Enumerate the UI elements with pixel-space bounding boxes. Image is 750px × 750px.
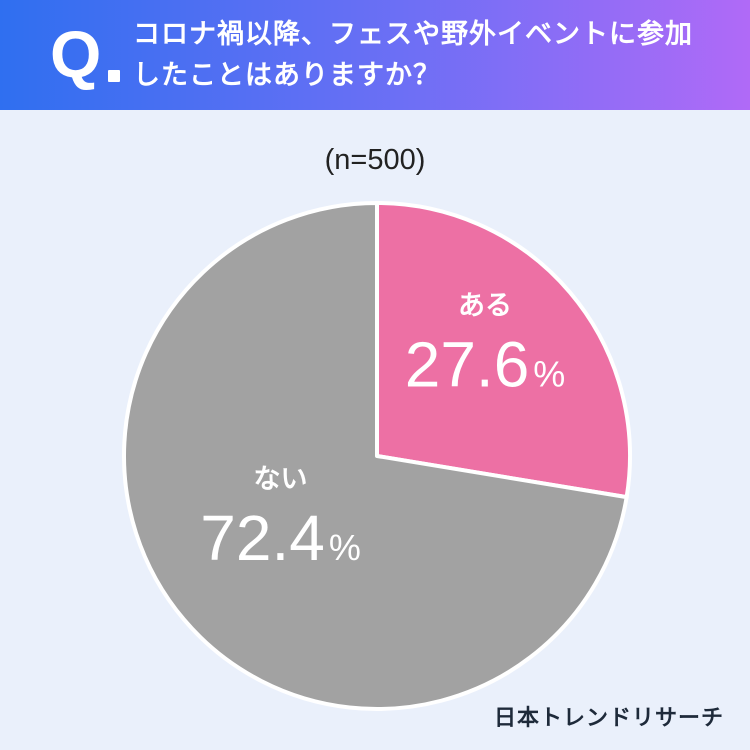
- q-mark: Q: [50, 17, 102, 91]
- pie-slice-no: [122, 201, 629, 711]
- question-header: Q コロナ禍以降、フェスや野外イベントに参加 したことはありますか？: [0, 0, 750, 110]
- slice-value-yes: 27.6%: [405, 328, 566, 400]
- question-text: コロナ禍以降、フェスや野外イベントに参加 したことはありますか？: [133, 14, 733, 96]
- slice-label-yes: ある: [458, 290, 512, 321]
- pie-slice-yes: [375, 201, 632, 500]
- slice-value-number-no: 72.4: [200, 502, 325, 574]
- question-line-1: コロナ禍以降、フェスや野外イベントに参加: [133, 19, 693, 50]
- question-line-2: したことはありますか？: [133, 60, 441, 91]
- slice-label-no: ない: [254, 464, 308, 495]
- slice-value-no: 72.4%: [200, 502, 361, 574]
- slice-value-number-yes: 27.6: [405, 328, 530, 400]
- slice-value-unit-no: %: [329, 527, 361, 568]
- sample-size: (n=500): [324, 144, 426, 176]
- brand-logo: 日本トレンドリサーチ: [493, 706, 724, 731]
- q-dot: [108, 70, 120, 82]
- slice-value-unit-yes: %: [533, 353, 565, 394]
